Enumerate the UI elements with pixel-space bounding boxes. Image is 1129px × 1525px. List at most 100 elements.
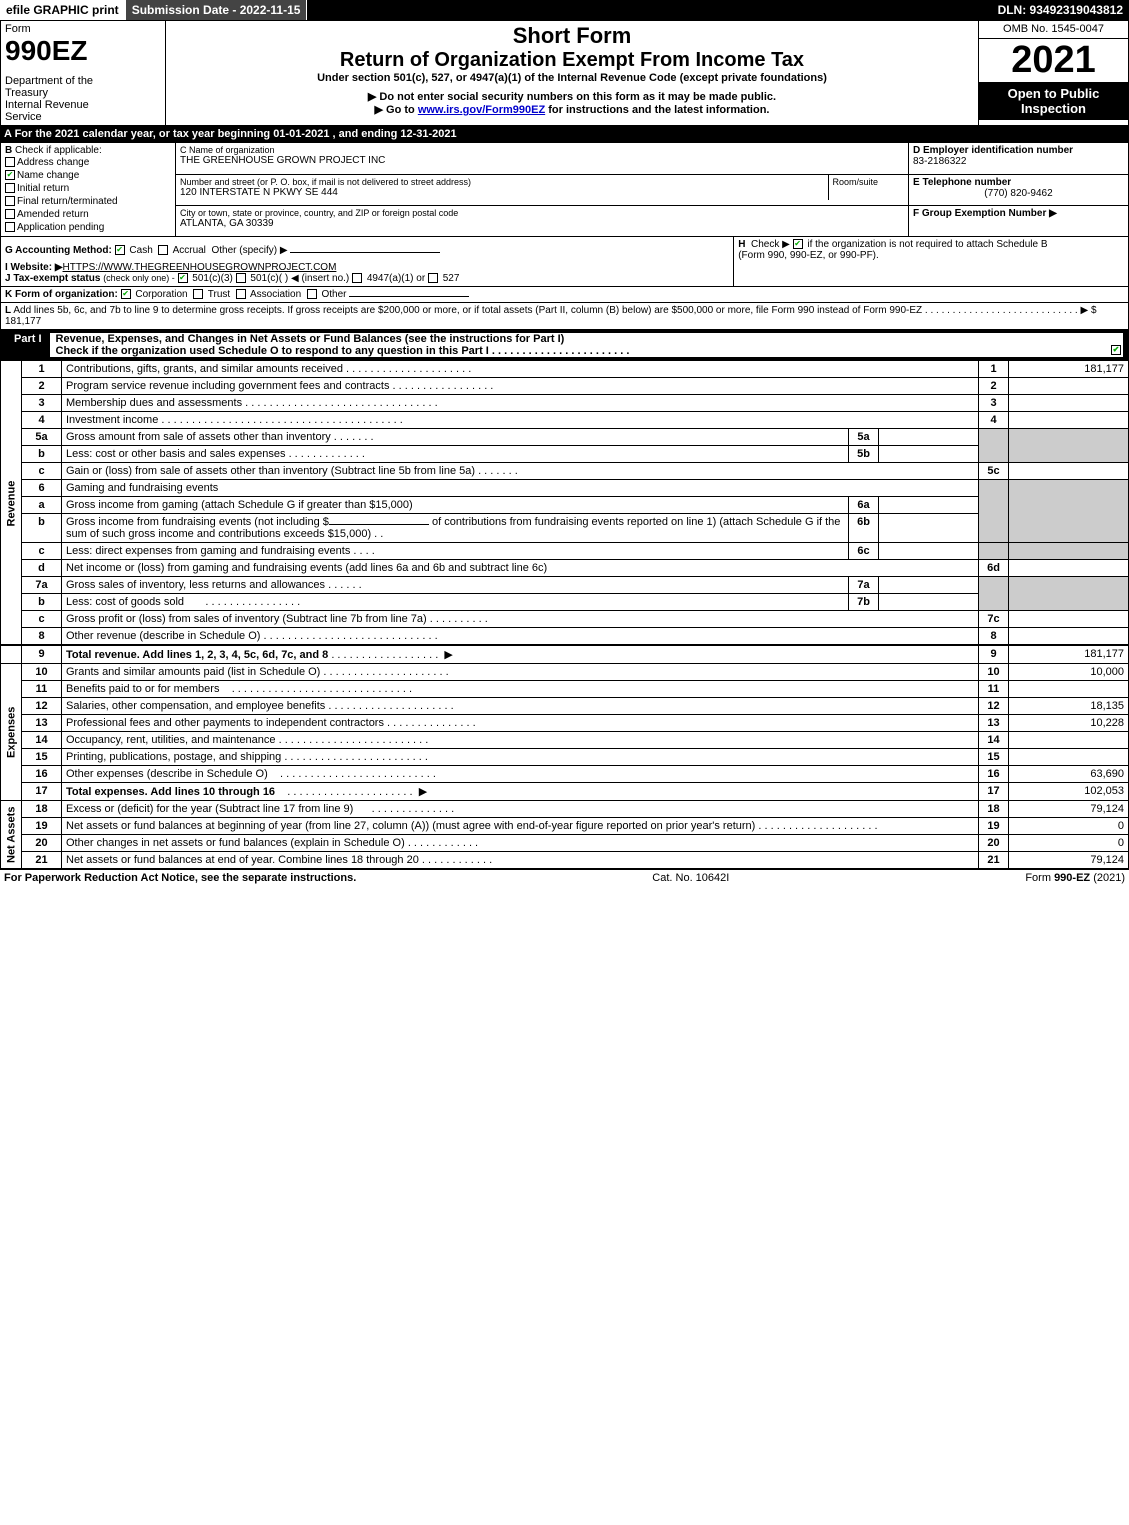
netassets-vlabel: Net Assets [1, 801, 22, 869]
ref-10: 10 [979, 664, 1009, 681]
subval-6c [879, 543, 979, 560]
org-name: THE GREENHOUSE GROWN PROJECT INC [180, 155, 904, 166]
checkbox-final[interactable] [5, 196, 15, 206]
ln-5a: 5a [22, 429, 62, 446]
checkbox-assoc[interactable] [236, 289, 246, 299]
footer-mid: Cat. No. 10642I [652, 872, 729, 884]
ln-18: 18 [22, 801, 62, 818]
j-note: (check only one) - [103, 273, 175, 283]
ln-7b: b [22, 594, 62, 611]
ln-7c: c [22, 611, 62, 628]
val-5c [1009, 463, 1129, 480]
checkbox-527[interactable] [428, 273, 438, 283]
check-address-change: Address change [5, 156, 171, 169]
ln-5c: c [22, 463, 62, 480]
val-13: 10,228 [1009, 715, 1129, 732]
ln-1: 1 [22, 361, 62, 378]
sub-5b: 5b [849, 446, 879, 463]
footer-left: For Paperwork Reduction Act Notice, see … [4, 872, 356, 884]
ref-7c: 7c [979, 611, 1009, 628]
ln-2: 2 [22, 378, 62, 395]
e-label: E Telephone number [913, 177, 1011, 188]
ln-21: 21 [22, 852, 62, 869]
checkbox-501c[interactable] [236, 273, 246, 283]
checkbox-other[interactable] [307, 289, 317, 299]
val-7c [1009, 611, 1129, 628]
desc-21: Net assets or fund balances at end of ye… [62, 852, 979, 869]
ref-2: 2 [979, 378, 1009, 395]
section-g: G Accounting Method: Cash Accrual Other … [5, 239, 729, 262]
section-b-text: Check if applicable: [15, 145, 102, 156]
k-opt-3: Other [321, 289, 346, 300]
l-text: Add lines 5b, 6c, and 7b to line 9 to de… [13, 305, 922, 316]
desc-7a: Gross sales of inventory, less returns a… [62, 577, 849, 594]
shade-6c [979, 543, 1009, 560]
sub-5a: 5a [849, 429, 879, 446]
ln-6c: c [22, 543, 62, 560]
title-short-form: Short Form [170, 23, 974, 49]
part-1-header: Part I Revenue, Expenses, and Changes in… [0, 330, 1129, 360]
ln-6b: b [22, 514, 62, 543]
website[interactable]: HTTPS://WWW.THEGREENHOUSEGROWNPROJECT.CO… [63, 262, 337, 273]
ln-6d: d [22, 560, 62, 577]
k-table: K Form of organization: Corporation Trus… [0, 287, 1129, 330]
check-initial: Initial return [5, 182, 171, 195]
street: 120 INTERSTATE N PKWY SE 444 [180, 187, 824, 198]
ref-5c: 5c [979, 463, 1009, 480]
checkbox-accrual[interactable] [158, 245, 168, 255]
desc-4: Investment income . . . . . . . . . . . … [62, 412, 979, 429]
checkbox-amended[interactable] [5, 209, 15, 219]
inst2-pre: ▶ Go to [375, 104, 418, 116]
checkbox-name[interactable] [5, 170, 15, 180]
city: ATLANTA, GA 30339 [180, 218, 904, 229]
h-label: H [738, 239, 745, 250]
omb: OMB No. 1545-0047 [983, 23, 1124, 35]
desc-2: Program service revenue including govern… [62, 378, 979, 395]
checkbox-corp[interactable] [121, 289, 131, 299]
checkbox-address[interactable] [5, 157, 15, 167]
val-14 [1009, 732, 1129, 749]
check-label-2: Initial return [17, 183, 69, 194]
h-text1: Check ▶ [751, 239, 790, 250]
checkbox-initial[interactable] [5, 183, 15, 193]
checkbox-trust[interactable] [193, 289, 203, 299]
check-pending: Application pending [5, 221, 171, 234]
desc-12: Salaries, other compensation, and employ… [62, 698, 979, 715]
checkbox-4947[interactable] [352, 273, 362, 283]
desc-7c: Gross profit or (loss) from sales of inv… [62, 611, 979, 628]
shadeval-5 [1009, 429, 1129, 463]
checkbox-cash[interactable] [115, 245, 125, 255]
ref-6d: 6d [979, 560, 1009, 577]
checkbox-h[interactable] [793, 239, 803, 249]
subval-7b [879, 594, 979, 611]
shadeval-7 [1009, 577, 1129, 611]
check-label-1: Name change [17, 170, 79, 181]
check-label-0: Address change [17, 157, 89, 168]
expenses-vlabel: Expenses [1, 664, 22, 801]
checkbox-schedule-o[interactable] [1111, 345, 1121, 355]
desc-11: Benefits paid to or for members . . . . … [62, 681, 979, 698]
form-number: 990EZ [5, 35, 161, 67]
top-bar: efile GRAPHIC print Submission Date - 20… [0, 0, 1129, 20]
ref-13: 13 [979, 715, 1009, 732]
ref-11: 11 [979, 681, 1009, 698]
section-b-label: B Check if applicable: [5, 145, 171, 156]
k-opt-1: Trust [208, 289, 230, 300]
subval-6a [879, 497, 979, 514]
g-label: G Accounting Method: [5, 245, 112, 256]
ln-16: 16 [22, 766, 62, 783]
section-c-label: C Name of organization [180, 145, 904, 155]
section-h: H Check ▶ if the organization is not req… [738, 239, 1124, 261]
desc-5c: Gain or (loss) from sale of assets other… [62, 463, 979, 480]
ln-4: 4 [22, 412, 62, 429]
checkbox-pending[interactable] [5, 222, 15, 232]
checkbox-501c3[interactable] [178, 273, 188, 283]
instruction-1: ▶ Do not enter social security numbers o… [170, 90, 974, 103]
irs-link[interactable]: www.irs.gov/Form990EZ [418, 104, 545, 116]
ln-5b: b [22, 446, 62, 463]
ln-7a: 7a [22, 577, 62, 594]
ln-14: 14 [22, 732, 62, 749]
check-label-3: Final return/terminated [17, 196, 118, 207]
desc-5b: Less: cost or other basis and sales expe… [62, 446, 849, 463]
j-opt-2: 4947(a)(1) or [367, 273, 425, 284]
